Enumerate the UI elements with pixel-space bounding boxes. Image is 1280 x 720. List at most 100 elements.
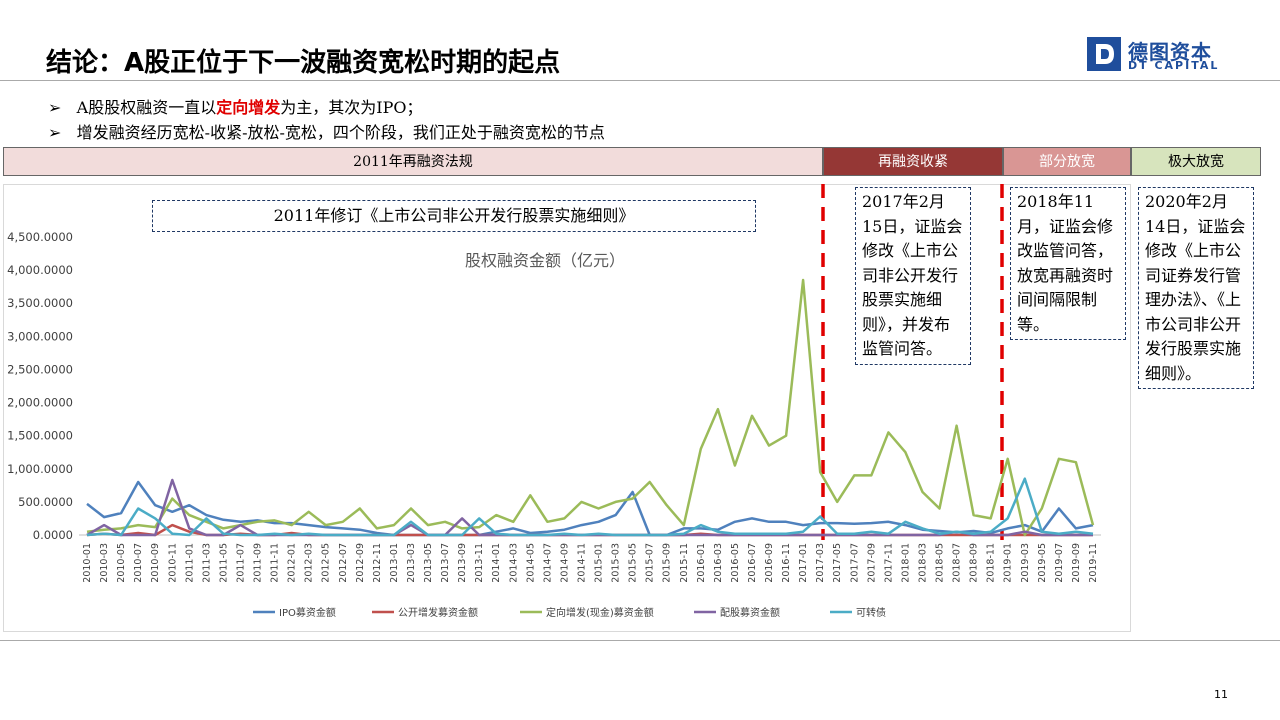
x-tick-label: 2018-01 (900, 543, 911, 583)
series-line (86, 278, 1095, 537)
x-tick-label: 2015-07 (645, 543, 656, 583)
bullet: ➢ 增发融资经历宽松-收紧-放松-宽松，四个阶段，我们正处于融资宽松的节点 (48, 123, 605, 142)
x-tick-label: 2013-07 (440, 543, 451, 583)
y-tick-label: 500.0000 (18, 495, 73, 509)
x-tick-label: 2019-11 (1088, 543, 1099, 583)
annotation: 2020年2月14日，证监会修改《上市公司证券发行管理办法》、《上市公司非公开发… (1138, 187, 1254, 389)
x-tick-label: 2019-03 (1020, 543, 1031, 583)
x-tick-label: 2016-01 (696, 543, 707, 583)
x-tick-label: 2018-07 (952, 543, 963, 583)
x-tick-label: 2013-01 (389, 543, 400, 583)
y-tick-label: 3,000.0000 (7, 329, 73, 343)
x-tick-label: 2016-07 (747, 543, 758, 583)
series-line (86, 478, 1093, 537)
x-tick-label: 2019-01 (1003, 543, 1014, 583)
x-tick-label: 2019-07 (1054, 543, 1065, 583)
y-tick-label: 2,000.0000 (7, 396, 73, 410)
x-tick-label: 2012-09 (355, 543, 366, 583)
y-tick-label: 0.0000 (33, 528, 73, 542)
x-tick-label: 2014-03 (508, 543, 519, 583)
x-tick-label: 2016-05 (730, 543, 741, 583)
legend-label: 配股募资金额 (720, 606, 780, 619)
legend-label: 可转债 (856, 606, 886, 619)
logo-mark (1087, 37, 1121, 71)
x-tick-label: 2014-07 (542, 543, 553, 583)
x-tick-label: 2018-05 (935, 543, 946, 583)
x-tick-label: 2012-05 (321, 543, 332, 583)
x-tick-label: 2017-01 (798, 543, 809, 583)
title-rule (0, 80, 1280, 81)
x-tick-label: 2010-11 (167, 543, 178, 583)
x-tick-label: 2011-07 (235, 543, 246, 583)
chart-frame (3, 184, 1131, 632)
x-tick-label: 2018-11 (986, 543, 997, 583)
x-tick-label: 2016-09 (764, 543, 775, 583)
x-tick-label: 2016-03 (713, 543, 724, 583)
x-tick-label: 2015-11 (679, 543, 690, 583)
x-tick-label: 2013-11 (474, 543, 485, 583)
x-tick-label: 2017-03 (815, 543, 826, 583)
x-tick-label: 2017-05 (832, 543, 843, 583)
phase: 部分放宽 (1003, 147, 1131, 176)
footer-rule (0, 640, 1280, 641)
x-tick-label: 2011-01 (184, 543, 195, 583)
x-tick-label: 2010-03 (99, 543, 110, 583)
x-tick-label: 2015-05 (628, 543, 639, 583)
y-tick-label: 1,500.0000 (7, 429, 73, 443)
x-tick-label: 2011-03 (201, 543, 212, 583)
x-tick-label: 2013-05 (423, 543, 434, 583)
x-tick-label: 2019-09 (1071, 543, 1082, 583)
phase: 2011年再融资法规 (3, 147, 823, 176)
annotation: 2011年修订《上市公司非公开发行股票实施细则》 (152, 200, 756, 232)
logo-text: 德图资本 (1128, 40, 1212, 64)
x-tick-label: 2011-05 (218, 543, 229, 583)
x-tick-label: 2010-07 (133, 543, 144, 583)
bullet: ➢ A股股权融资一直以定向增发为主，其次为IPO； (48, 98, 423, 117)
annotation: 2017年2月15日，证监会修改《上市公司非公开发行股票实施细则》，并发布监管问… (855, 187, 971, 365)
x-tick-label: 2013-03 (406, 543, 417, 583)
x-tick-label: 2015-01 (594, 543, 605, 583)
y-tick-label: 4,000.0000 (7, 263, 73, 277)
x-tick-label: 2017-07 (849, 543, 860, 583)
annotation: 2018年11月，证监会修改监管问答，放宽再融资时间间隔限制等。 (1010, 187, 1126, 340)
bullet-text: A股股权融资一直以 (76, 98, 217, 117)
x-tick-label: 2010-05 (116, 543, 127, 583)
phase: 再融资收紧 (823, 147, 1003, 176)
y-tick-label: 3,500.0000 (7, 296, 73, 310)
slide-title: 结论：A股正位于下一波融资宽松时期的起点 (46, 48, 561, 78)
x-tick-label: 2014-09 (559, 543, 570, 583)
x-tick-label: 2012-07 (338, 543, 349, 583)
y-tick-label: 1,000.0000 (7, 462, 73, 476)
bullet-text: 为主，其次为IPO； (280, 98, 423, 117)
bullet-text: 增发融资经历宽松-收紧-放松-宽松，四个阶段，我们正处于融资宽松的节点 (76, 123, 605, 142)
x-tick-label: 2012-01 (287, 543, 298, 583)
x-tick-label: 2018-09 (969, 543, 980, 583)
x-tick-label: 2015-03 (611, 543, 622, 583)
x-tick-label: 2019-05 (1037, 543, 1048, 583)
x-tick-label: 2013-09 (457, 543, 468, 583)
phase: 极大放宽 (1131, 147, 1261, 176)
y-tick-label: 2,500.0000 (7, 362, 73, 376)
logo-subtext: DT CAPITAL (1128, 59, 1220, 72)
chart-title: 股权融资金额（亿元） (465, 251, 625, 270)
page-number: 11 (1214, 688, 1228, 701)
x-tick-label: 2012-03 (304, 543, 315, 583)
x-tick-label: 2016-11 (781, 543, 792, 583)
bullet-highlight: 定向增发 (216, 98, 281, 117)
legend-label: 定向增发(现金)募资金额 (546, 606, 654, 619)
x-tick-label: 2010-09 (150, 543, 161, 583)
legend-label: IPO募资金额 (279, 606, 336, 619)
x-tick-label: 2017-11 (883, 543, 894, 583)
x-tick-label: 2014-05 (525, 543, 536, 583)
x-tick-label: 2015-09 (662, 543, 673, 583)
x-tick-label: 2010-01 (82, 543, 93, 583)
x-tick-label: 2011-11 (270, 543, 281, 583)
series-line (86, 477, 1094, 537)
x-tick-label: 2012-11 (372, 543, 383, 583)
x-tick-label: 2018-03 (917, 543, 928, 583)
x-tick-label: 2017-09 (866, 543, 877, 583)
x-tick-label: 2014-01 (491, 543, 502, 583)
x-tick-label: 2014-11 (576, 543, 587, 583)
